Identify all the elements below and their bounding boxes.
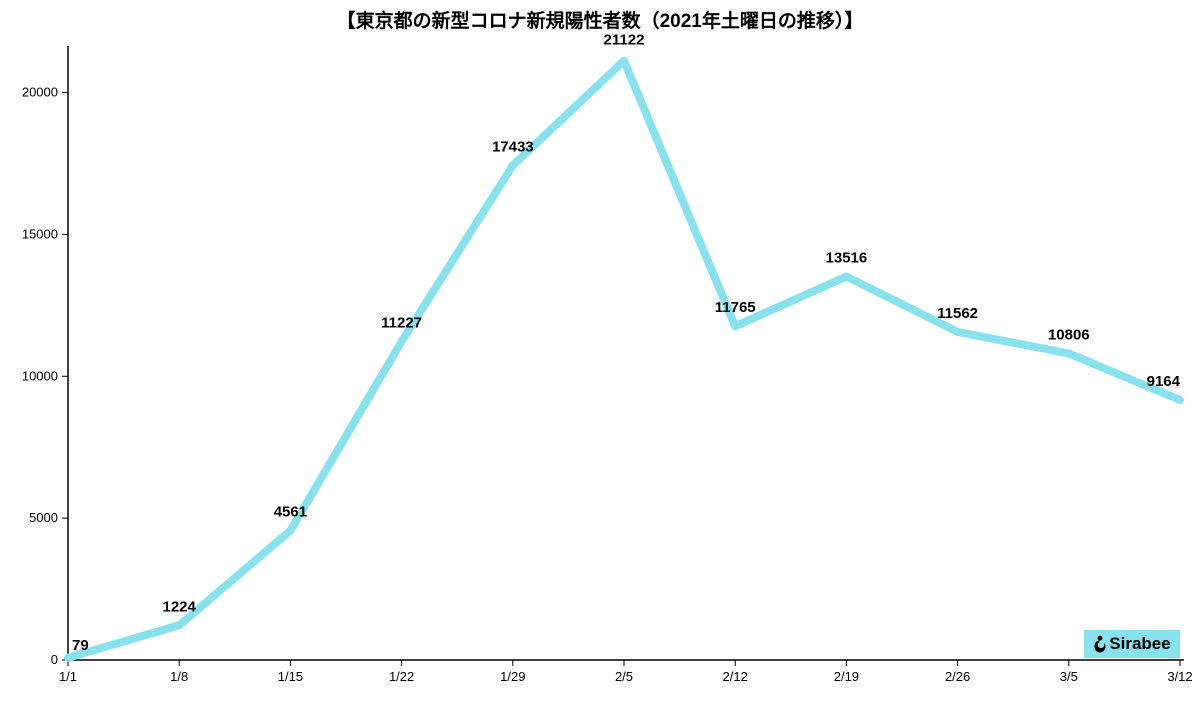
data-label: 1224 (163, 598, 197, 615)
x-tick-label: 2/5 (615, 669, 633, 684)
x-tick-label: 2/12 (723, 669, 748, 684)
series-line (68, 61, 1180, 658)
y-tick-label: 20000 (22, 85, 58, 100)
brand-icon (1093, 635, 1107, 653)
yticks-group: 0 5000 10000 15000 20000 (22, 85, 68, 667)
x-tick-label: 3/5 (1060, 669, 1078, 684)
line-chart-svg: 0 5000 10000 15000 20000 1/1 1/8 1/15 1/22 1/29 2… (0, 0, 1200, 703)
data-label: 21122 (604, 32, 645, 49)
data-label: 4561 (274, 504, 307, 521)
x-tick-label: 2/19 (834, 669, 859, 684)
data-label: 9164 (1147, 373, 1181, 390)
data-label: 11227 (381, 314, 422, 331)
x-tick-label: 1/29 (500, 669, 525, 684)
y-tick-label: 5000 (29, 510, 58, 525)
data-label: 11562 (937, 305, 978, 322)
brand-badge: Sirabee (1084, 630, 1180, 658)
x-tick-label: 1/15 (278, 669, 303, 684)
y-tick-label: 10000 (22, 368, 58, 383)
x-tick-label: 1/1 (59, 669, 77, 684)
y-tick-label: 15000 (22, 226, 58, 241)
x-tick-label: 1/22 (389, 669, 414, 684)
data-label: 79 (72, 637, 89, 654)
axes-group (68, 46, 1184, 660)
x-tick-label: 1/8 (170, 669, 188, 684)
line-group (68, 61, 1180, 658)
data-label: 17433 (492, 138, 534, 155)
xticks-group: 1/1 1/8 1/15 1/22 1/29 2/5 2/12 2/19 2/26 3/5 3/12 (59, 660, 1193, 684)
chart-container: 【東京都の新型コロナ新規陽性者数（2021年土曜日の推移）】 050001000… (0, 0, 1200, 703)
brand-text: Sirabee (1109, 634, 1170, 654)
data-label: 11765 (715, 299, 756, 316)
data-label: 13516 (826, 250, 868, 267)
x-tick-label: 3/12 (1167, 669, 1192, 684)
x-tick-label: 2/26 (945, 669, 970, 684)
y-tick-label: 0 (51, 652, 58, 667)
data-label: 10806 (1048, 326, 1090, 343)
